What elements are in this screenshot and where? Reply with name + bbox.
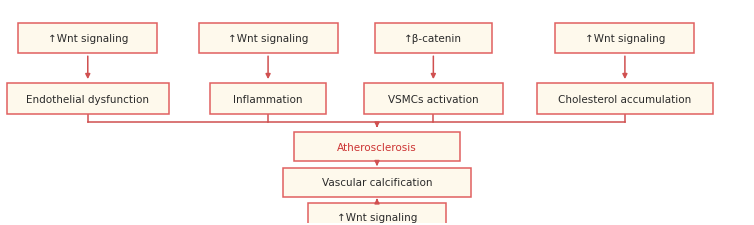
Text: Inflammation: Inflammation — [233, 94, 303, 104]
FancyBboxPatch shape — [375, 24, 492, 54]
Text: Cholesterol accumulation: Cholesterol accumulation — [558, 94, 691, 104]
Text: ↑Wnt signaling: ↑Wnt signaling — [48, 34, 128, 44]
Text: Vascular calcification: Vascular calcification — [322, 178, 432, 187]
Text: ↑Wnt signaling: ↑Wnt signaling — [584, 34, 665, 44]
FancyBboxPatch shape — [18, 24, 158, 54]
FancyBboxPatch shape — [556, 24, 694, 54]
Text: Atherosclerosis: Atherosclerosis — [337, 142, 417, 152]
Text: ↑β-catenin: ↑β-catenin — [404, 34, 462, 44]
FancyBboxPatch shape — [537, 84, 713, 114]
FancyBboxPatch shape — [294, 133, 460, 161]
Text: VSMCs activation: VSMCs activation — [388, 94, 479, 104]
FancyBboxPatch shape — [283, 168, 471, 197]
FancyBboxPatch shape — [364, 84, 503, 114]
Text: Endothelial dysfunction: Endothelial dysfunction — [26, 94, 149, 104]
FancyBboxPatch shape — [210, 84, 326, 114]
FancyBboxPatch shape — [198, 24, 338, 54]
FancyBboxPatch shape — [308, 203, 446, 225]
Text: ↑Wnt signaling: ↑Wnt signaling — [228, 34, 308, 44]
FancyBboxPatch shape — [7, 84, 169, 114]
Text: ↑Wnt signaling: ↑Wnt signaling — [337, 212, 417, 222]
